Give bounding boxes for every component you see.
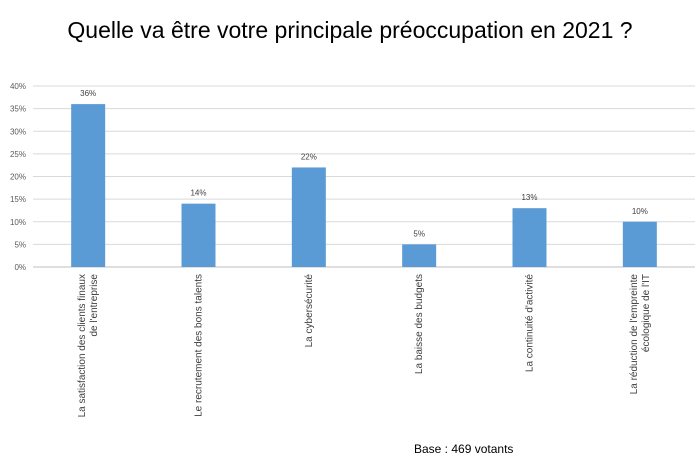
bar bbox=[181, 203, 216, 267]
data-label: 10% bbox=[632, 207, 648, 216]
category-label: Le recrutement des bons talents bbox=[194, 274, 205, 417]
category-labels: La satisfaction des clients finaux de l'e… bbox=[77, 274, 652, 418]
data-label: 36% bbox=[80, 89, 96, 98]
chart-title: Quelle va être votre principale préoccup… bbox=[67, 17, 633, 43]
base-footnote: Base : 469 votants bbox=[414, 442, 514, 456]
category-label-line: de l'entreprise bbox=[89, 274, 100, 337]
bar bbox=[402, 244, 437, 267]
data-label: 22% bbox=[301, 152, 317, 161]
category-label: La satisfaction des clients finaux de l'e… bbox=[77, 274, 100, 418]
bar bbox=[71, 104, 106, 267]
category-label: La réduction de l'empreinte écologique de… bbox=[629, 274, 652, 395]
y-tick-label: 15% bbox=[10, 195, 26, 204]
bar bbox=[291, 167, 326, 267]
category-label: La cybersécurité bbox=[304, 274, 315, 348]
bars bbox=[71, 104, 657, 267]
bar bbox=[622, 221, 657, 267]
y-tick-label: 35% bbox=[10, 105, 26, 114]
y-tick-label: 40% bbox=[10, 82, 26, 91]
category-label-line: Le recrutement des bons talents bbox=[194, 274, 205, 417]
bar bbox=[512, 208, 547, 267]
y-axis-ticks: 0% 5% 10% 15% 20% 25% 30% 35% 40% bbox=[10, 82, 26, 272]
y-tick-label: 25% bbox=[10, 150, 26, 159]
y-tick-label: 30% bbox=[10, 127, 26, 136]
category-label-line: La réduction de l'empreinte bbox=[629, 274, 640, 395]
category-label-line: La satisfaction des clients finaux bbox=[77, 274, 88, 417]
data-label: 14% bbox=[190, 189, 206, 198]
data-label: 13% bbox=[521, 193, 537, 202]
data-labels: 36% 14% 22% 5% 13% 10% bbox=[80, 89, 648, 238]
y-tick-label: 5% bbox=[14, 240, 26, 249]
category-label: La continuité d'activité bbox=[525, 274, 536, 373]
y-tick-label: 20% bbox=[10, 173, 26, 182]
y-tick-label: 0% bbox=[14, 263, 26, 272]
y-tick-label: 10% bbox=[10, 218, 26, 227]
data-label: 5% bbox=[413, 229, 425, 238]
gridlines bbox=[33, 85, 695, 268]
category-label-line: La cybersécurité bbox=[304, 274, 315, 348]
category-label: La baisse des budgets bbox=[414, 274, 425, 374]
category-label-line: écologique de l'IT bbox=[641, 274, 652, 352]
category-label-line: La continuité d'activité bbox=[525, 274, 536, 373]
category-label-line: La baisse des budgets bbox=[414, 274, 425, 374]
